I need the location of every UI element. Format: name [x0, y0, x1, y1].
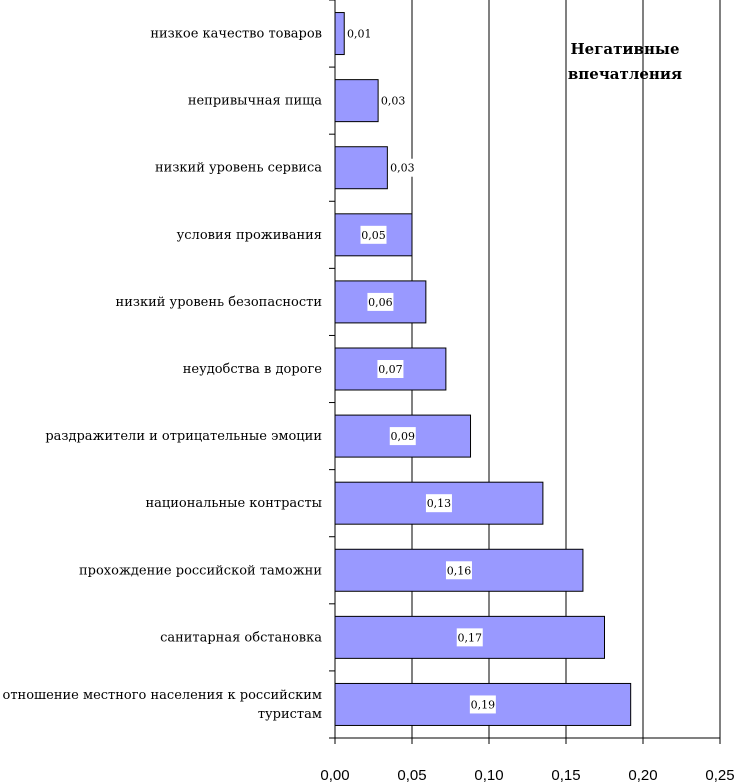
annotation-line-2: впечатления: [568, 65, 682, 83]
annotation-line-1: Негативные: [570, 40, 679, 58]
data-label-box: [389, 427, 416, 446]
data-label-box: [377, 360, 404, 378]
data-label: 0,19: [471, 698, 496, 711]
category-label: непривычная пища: [188, 94, 322, 109]
data-label-box: [367, 292, 394, 311]
data-label: 0,06: [368, 296, 393, 309]
data-label-box: [346, 24, 373, 43]
data-label-box: [380, 91, 407, 110]
data-label-box: [360, 225, 387, 244]
data-label-box: [389, 158, 416, 177]
category-label: отношение местного населения к российски…: [3, 688, 322, 703]
category-label: условия проживания: [177, 228, 322, 243]
data-label-box: [456, 628, 483, 647]
bar: [334, 481, 544, 525]
x-tick-label: 0,05: [397, 767, 426, 784]
data-label-box: [469, 695, 496, 714]
bar: [334, 79, 379, 123]
data-label: 0,03: [390, 162, 415, 175]
bar: [334, 548, 584, 592]
data-label-box: [445, 561, 472, 580]
data-label: 0,09: [391, 430, 416, 443]
category-label: низкое качество товаров: [150, 27, 322, 42]
data-label-box: [425, 494, 452, 513]
category-label: туристам: [258, 707, 322, 722]
category-label: национальные контрасты: [145, 496, 322, 511]
category-label: неудобства в дороге: [183, 362, 323, 377]
data-label: 0,16: [447, 564, 472, 577]
category-label: прохождение российской таможни: [79, 563, 322, 578]
data-label: 0,13: [427, 497, 452, 510]
x-tick-label: 0,20: [628, 767, 657, 784]
category-label: низкий уровень безопасности: [116, 295, 322, 310]
x-tick-label: 0,15: [551, 767, 580, 784]
x-tick-label: 0,00: [320, 767, 349, 784]
axes: 0,00 0,05 0,10 0,15 0,20 0,25: [320, 0, 735, 784]
labels: 0,01 низкое качество товаров 0,03 непривычн…: [3, 24, 496, 722]
data-label: 0,01: [347, 28, 372, 41]
data-label: 0,05: [361, 229, 386, 242]
data-label: 0,17: [458, 631, 483, 644]
data-label: 0,07: [378, 363, 403, 376]
category-label: санитарная обстановка: [160, 630, 322, 645]
x-tick-label: 0,25: [705, 767, 734, 784]
grid-lines: [411, 0, 721, 738]
bar: [334, 146, 388, 190]
x-tick-label: 0,10: [474, 767, 503, 784]
bar: [334, 12, 345, 56]
category-label: раздражители и отрицательные эмоции: [45, 429, 322, 444]
data-label: 0,03: [381, 95, 406, 108]
category-label: низкий уровень сервиса: [155, 161, 322, 176]
